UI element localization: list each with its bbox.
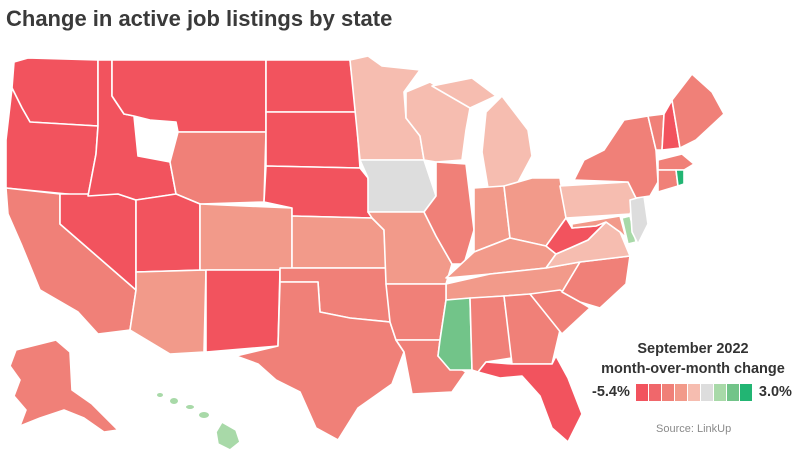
legend-title: September 2022 month-over-month change	[588, 339, 798, 379]
state-IL[interactable]	[423, 161, 475, 265]
state-WY[interactable]	[169, 131, 267, 205]
state-PA[interactable]	[559, 181, 637, 219]
legend-color-scale	[635, 383, 753, 401]
state-SD[interactable]	[265, 111, 361, 169]
legend-swatch-5	[687, 383, 700, 401]
state-CT[interactable]	[657, 169, 679, 193]
state-GA[interactable]	[503, 293, 561, 365]
state-AR[interactable]	[385, 283, 447, 341]
state-DE[interactable]	[621, 215, 637, 245]
state-ME[interactable]	[671, 73, 725, 149]
legend-title-line2: month-over-month change	[601, 361, 785, 377]
state-SC[interactable]	[529, 289, 591, 335]
state-UT[interactable]	[135, 193, 201, 273]
state-RI[interactable]	[675, 169, 685, 187]
state-AZ[interactable]	[129, 269, 207, 355]
legend-swatch-8	[726, 383, 739, 401]
legend-swatch-4	[674, 383, 687, 401]
map-title: Change in active job listings by state	[6, 6, 393, 31]
state-MI[interactable]	[431, 77, 533, 189]
state-NM[interactable]	[205, 269, 281, 353]
legend-title-line1: September 2022	[637, 341, 749, 357]
state-TX[interactable]	[235, 281, 405, 441]
state-KS[interactable]	[291, 215, 387, 269]
legend-swatch-1	[635, 383, 648, 401]
color-legend: -5.4% 3.0%	[592, 381, 792, 403]
state-CO[interactable]	[199, 203, 293, 271]
legend-swatch-6	[700, 383, 713, 401]
state-AK[interactable]	[9, 339, 119, 433]
state-FL[interactable]	[477, 355, 583, 443]
legend-swatch-9	[739, 383, 752, 401]
source-note: Source: LinkUp	[656, 423, 732, 435]
legend-max-label: 3.0%	[758, 384, 792, 400]
state-HI[interactable]	[157, 393, 241, 451]
state-MA[interactable]	[657, 153, 695, 171]
legend-swatch-3	[661, 383, 674, 401]
legend-min-label: -5.4%	[592, 384, 630, 400]
state-ND[interactable]	[265, 59, 357, 113]
legend-swatch-2	[648, 383, 661, 401]
legend-swatch-7	[713, 383, 726, 401]
state-IA[interactable]	[359, 159, 437, 213]
state-MD[interactable]	[571, 215, 627, 239]
